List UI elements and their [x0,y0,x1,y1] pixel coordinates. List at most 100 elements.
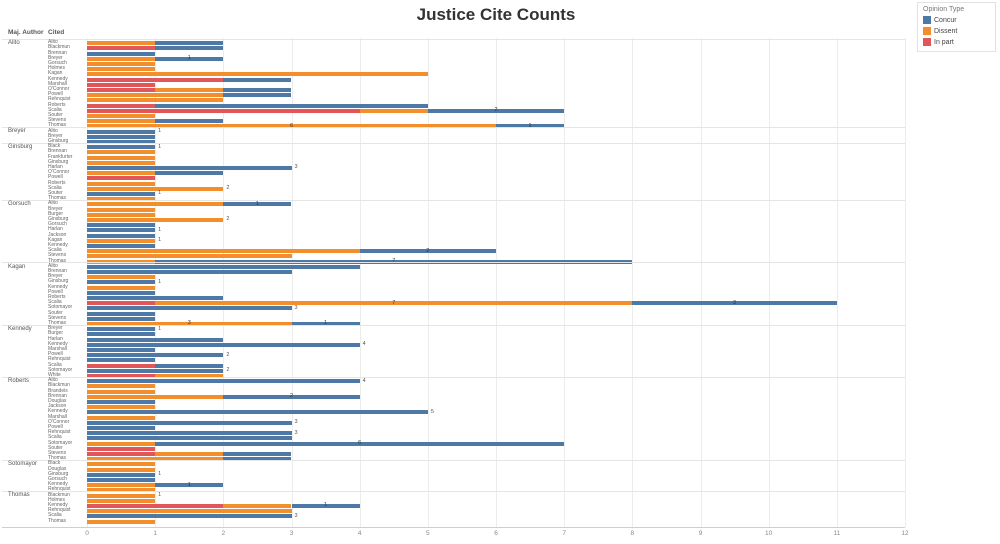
bar-segment-dissent[interactable] [87,72,428,77]
bar-segment-concur[interactable] [291,503,360,508]
bar-segment-dissent[interactable] [87,61,156,66]
bar-segment-dissent[interactable] [87,509,292,514]
bar-segment-dissent[interactable] [87,394,224,399]
bar-segment-concur[interactable] [87,269,292,274]
bar-segment-dissent[interactable] [87,441,156,446]
bar-segment-dissent[interactable] [87,202,224,207]
bar-segment-concur[interactable] [87,191,156,196]
bar-segment-dissent[interactable] [87,285,156,290]
bar-segment-dissent[interactable] [87,321,292,326]
bar-segment-concur[interactable] [87,295,224,300]
bar-segment-concur[interactable] [632,301,837,306]
bar-segment-dissent[interactable] [87,41,156,46]
bar-segment-concur[interactable] [155,171,224,176]
bar-segment-dissent[interactable] [87,155,156,160]
bar-segment-dissent[interactable] [87,197,156,202]
bar-segment-concur[interactable] [87,420,292,425]
bar-segment-concur[interactable] [155,441,565,446]
bar-segment-inpart[interactable] [87,87,156,92]
bar-segment-concur[interactable] [223,93,292,98]
bar-segment-dissent[interactable] [87,113,156,118]
bar-segment-dissent[interactable] [87,384,156,389]
bar-segment-dissent[interactable] [87,186,224,191]
bar-segment-dissent[interactable] [87,98,224,103]
bar-segment-dissent[interactable] [87,457,224,462]
bar-segment-concur[interactable] [87,228,156,233]
bar-segment-concur[interactable] [87,243,156,248]
bar-segment-dissent[interactable] [87,254,292,259]
bar-segment-dissent[interactable] [87,389,156,394]
bar-segment-dissent[interactable] [87,493,156,498]
bar-segment-concur[interactable] [87,311,156,316]
bar-segment-concur[interactable] [87,477,156,482]
bar-segment-dissent[interactable] [87,217,224,222]
bar-segment-concur[interactable] [155,56,224,61]
bar-segment-inpart[interactable] [87,103,156,108]
bar-segment-dissent[interactable] [223,503,292,508]
bar-segment-dissent[interactable] [87,405,156,410]
bar-segment-dissent[interactable] [87,150,156,155]
bar-segment-inpart[interactable] [87,451,156,456]
bar-segment-concur[interactable] [87,353,224,358]
bar-segment-dissent[interactable] [87,181,156,186]
bar-segment-dissent[interactable] [87,483,156,488]
bar-segment-dissent[interactable] [87,93,224,98]
bar-segment-concur[interactable] [87,368,224,373]
bar-segment-dissent[interactable] [359,108,428,113]
bar-segment-concur[interactable] [87,233,156,238]
bar-segment-concur[interactable] [87,332,156,337]
bar-segment-inpart[interactable] [87,446,156,451]
bar-segment-dissent[interactable] [155,451,224,456]
bar-segment-dissent[interactable] [87,275,156,280]
bar-segment-concur[interactable] [87,347,156,352]
bar-segment-dissent[interactable] [87,207,156,212]
bar-segment-inpart[interactable] [87,77,224,82]
bar-segment-concur[interactable] [155,103,428,108]
bar-segment-concur[interactable] [87,514,292,519]
bar-segment-dissent[interactable] [87,67,156,72]
bar-segment-concur[interactable] [87,306,292,311]
bar-segment-concur[interactable] [223,457,292,462]
bar-segment-concur[interactable] [87,342,360,347]
bar-segment-concur[interactable] [87,139,156,144]
bar-segment-concur[interactable] [87,472,156,477]
bar-segment-concur[interactable] [155,46,224,51]
bar-segment-concur[interactable] [87,399,156,404]
bar-segment-inpart[interactable] [87,82,156,87]
bar-segment-concur[interactable] [87,436,292,441]
bar-segment-inpart[interactable] [87,503,224,508]
bar-segment-inpart[interactable] [87,301,156,306]
bar-segment-dissent[interactable] [87,498,156,503]
bar-segment-inpart[interactable] [87,363,156,368]
bar-segment-concur[interactable] [87,425,156,430]
bar-segment-concur[interactable] [223,451,292,456]
bar-segment-dissent[interactable] [87,415,156,420]
bar-segment-concur[interactable] [155,41,224,46]
bar-segment-dissent[interactable] [87,462,156,467]
bar-segment-inpart[interactable] [87,373,156,378]
bar-segment-concur[interactable] [87,358,156,363]
bar-segment-concur[interactable] [223,202,292,207]
bar-segment-dissent[interactable] [87,259,156,264]
bar-segment-concur[interactable] [427,108,565,113]
bar-segment-concur[interactable] [223,87,292,92]
bar-segment-dissent[interactable] [155,373,224,378]
bar-segment-concur[interactable] [87,145,156,150]
bar-segment-concur[interactable] [87,316,156,321]
bar-segment-dissent[interactable] [87,119,156,124]
legend-item-dissent[interactable]: Dissent [923,27,990,35]
bar-segment-concur[interactable] [496,124,565,129]
bar-segment-dissent[interactable] [87,56,156,61]
bar-segment-concur[interactable] [87,379,360,384]
bar-segment-concur[interactable] [155,363,224,368]
bar-segment-concur[interactable] [87,51,156,56]
bar-segment-dissent[interactable] [155,87,224,92]
legend-item-concur[interactable]: Concur [923,16,990,24]
bar-segment-concur[interactable] [87,223,156,228]
bar-segment-dissent[interactable] [87,160,156,165]
bar-segment-concur[interactable] [87,280,156,285]
bar-segment-dissent[interactable] [87,488,156,493]
bar-segment-concur[interactable] [359,249,496,254]
bar-segment-concur[interactable] [87,410,428,415]
bar-segment-concur[interactable] [87,264,360,269]
